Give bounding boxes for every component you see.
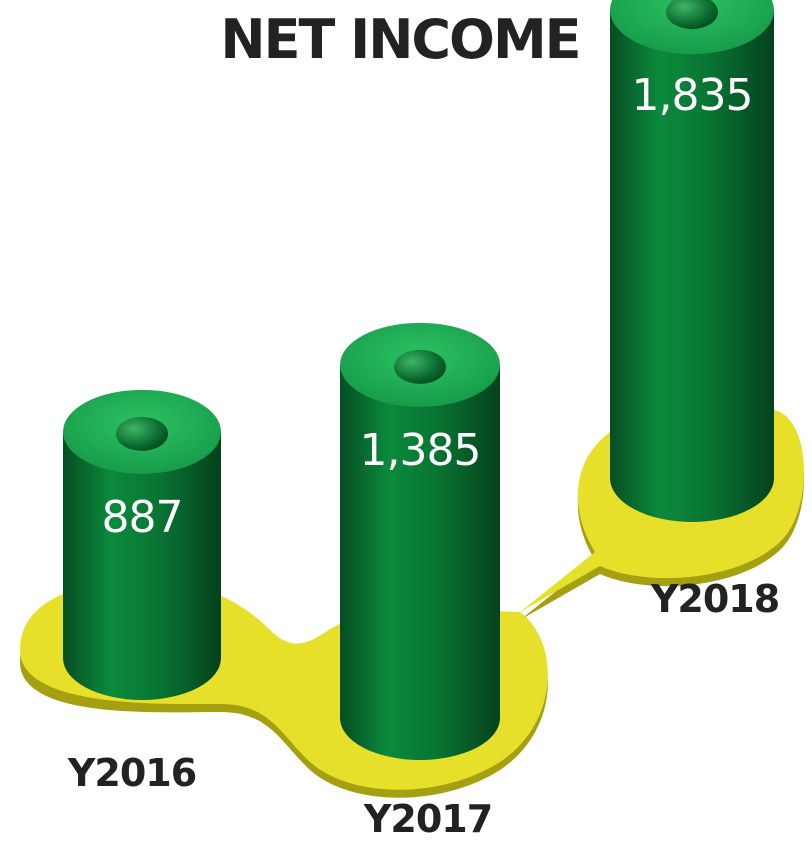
bar-value-label: 1,385 <box>360 425 481 476</box>
bar-hole <box>666 0 718 30</box>
bar-value-label: 1,835 <box>632 70 753 121</box>
bar-y2016: 887 Y2016 <box>63 389 221 795</box>
chart-title: NET INCOME <box>220 8 579 71</box>
bar-value-label: 887 <box>102 492 183 543</box>
category-label: Y2018 <box>650 577 779 621</box>
bar-hole <box>116 416 168 451</box>
bars-group: 887 Y2016 1,385 Y2017 1,835 Y2018 <box>63 0 780 841</box>
bar-hole <box>394 349 446 384</box>
bar-body <box>63 431 221 700</box>
category-label: Y2017 <box>363 797 492 841</box>
base-platform-top <box>20 400 804 790</box>
bar-y2018: 1,835 Y2018 <box>610 0 780 621</box>
bar-body <box>610 10 774 522</box>
bar-body <box>340 364 500 760</box>
category-label: Y2016 <box>67 751 196 795</box>
base-platform <box>20 400 804 798</box>
bar-y2017: 1,385 Y2017 <box>340 322 500 841</box>
